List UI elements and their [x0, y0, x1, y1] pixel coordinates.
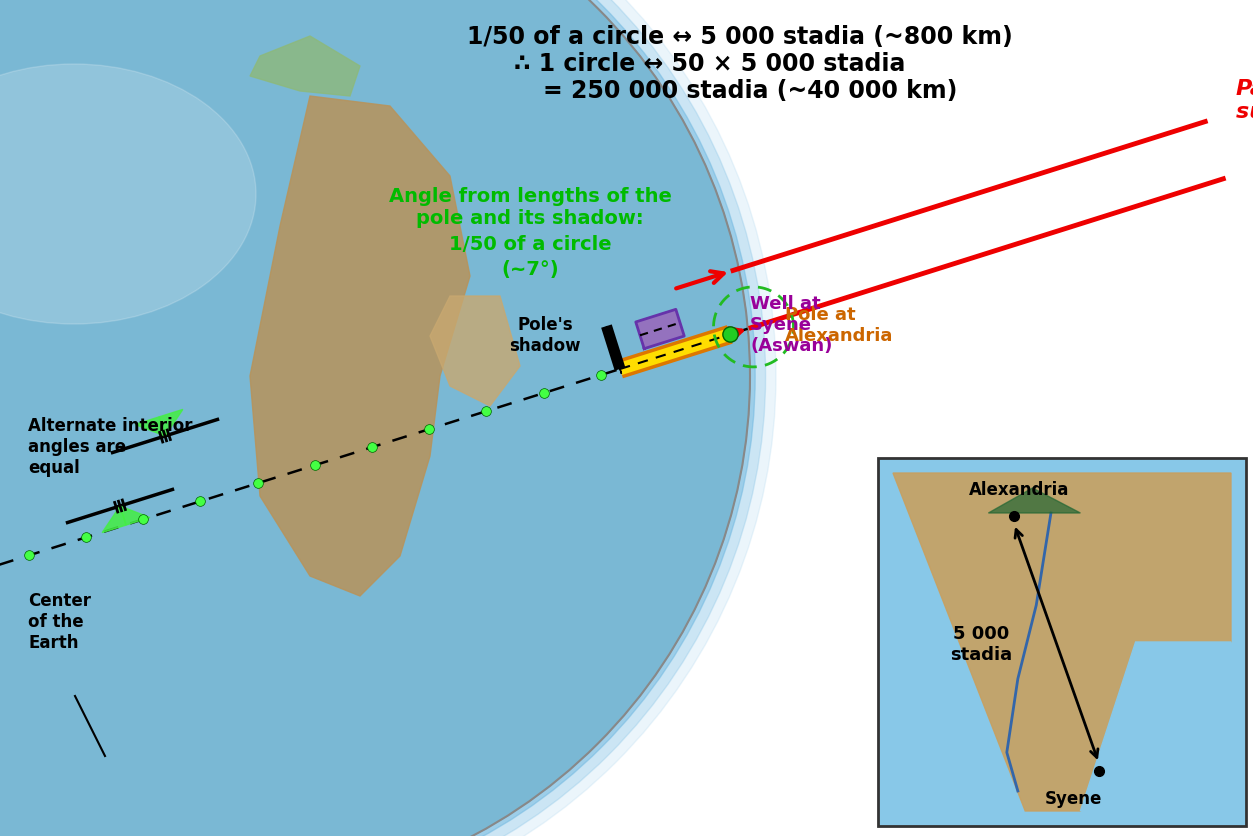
Polygon shape	[1080, 642, 1230, 811]
Circle shape	[0, 0, 766, 836]
Text: Alexandria: Alexandria	[969, 481, 1069, 498]
Text: Pole at
Alexandria: Pole at Alexandria	[784, 306, 893, 344]
Text: Well at
Syene
(Aswan): Well at Syene (Aswan)	[751, 295, 832, 354]
Polygon shape	[103, 507, 127, 533]
Text: 5 000
stadia: 5 000 stadia	[950, 624, 1012, 663]
Text: Syene: Syene	[1045, 789, 1103, 807]
Circle shape	[0, 0, 776, 836]
Polygon shape	[606, 327, 621, 375]
Text: Parallel
sun rays: Parallel sun rays	[1235, 79, 1253, 122]
Polygon shape	[135, 417, 165, 436]
Text: = 250 000 stadia (~40 000 km): = 250 000 stadia (~40 000 km)	[543, 79, 957, 103]
Polygon shape	[251, 37, 360, 97]
Polygon shape	[635, 310, 684, 349]
Text: Alternate interior
angles are
equal: Alternate interior angles are equal	[28, 416, 193, 477]
Polygon shape	[430, 297, 520, 406]
Bar	[878, 458, 1245, 826]
Polygon shape	[251, 97, 470, 596]
Text: ∴ 1 circle ↔ 50 × 5 000 stadia: ∴ 1 circle ↔ 50 × 5 000 stadia	[514, 52, 906, 76]
Text: Angle from lengths of the: Angle from lengths of the	[388, 187, 672, 206]
Polygon shape	[989, 488, 1080, 513]
Text: (~7°): (~7°)	[501, 259, 559, 278]
Polygon shape	[120, 507, 150, 526]
Ellipse shape	[0, 65, 256, 324]
Circle shape	[0, 0, 751, 836]
Text: Pole's
shadow: Pole's shadow	[509, 316, 580, 354]
Text: pole and its shadow:: pole and its shadow:	[416, 209, 644, 228]
Text: 1/50 of a circle: 1/50 of a circle	[449, 234, 611, 253]
Text: 1/50 of a circle ↔ 5 000 stadia (~800 km): 1/50 of a circle ↔ 5 000 stadia (~800 km…	[467, 25, 1012, 49]
Polygon shape	[159, 410, 183, 436]
Text: Center
of the
Earth: Center of the Earth	[28, 592, 91, 651]
Circle shape	[0, 0, 756, 836]
Polygon shape	[893, 473, 1230, 811]
